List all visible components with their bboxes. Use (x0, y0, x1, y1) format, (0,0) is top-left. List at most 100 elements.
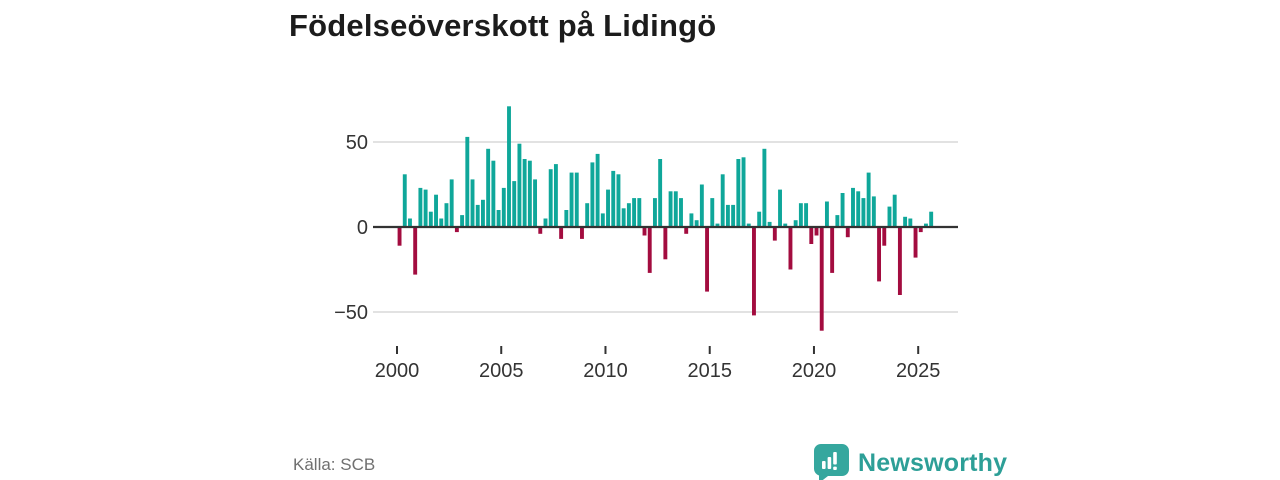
newsworthy-logo: Newsworthy (814, 444, 1007, 480)
bar-2006q1 (522, 159, 527, 227)
y-tick-label-50: 50 (346, 132, 368, 154)
bar-2018q3 (783, 223, 788, 227)
source-note: Källa: SCB (293, 455, 376, 474)
bar-2012q3 (658, 159, 663, 227)
bar-2021q1 (835, 215, 840, 227)
bar-2020q4 (830, 227, 835, 273)
bar-2008q1 (564, 210, 569, 227)
bar-2022q1 (856, 191, 861, 227)
bar-2015q3 (720, 174, 725, 227)
bar-2014q2 (694, 220, 699, 227)
bar-2021q2 (840, 193, 845, 227)
axis-labels: 2000 2005 2010 2015 2020 2025 50 0 −50 (334, 132, 940, 382)
bar-2014q4 (705, 227, 710, 292)
bar-2021q4 (851, 187, 855, 227)
bar-2006q4 (538, 227, 543, 234)
bar-2013q1 (668, 191, 673, 227)
bar-2016q4 (746, 223, 751, 227)
bar-2024q4 (913, 227, 918, 258)
bar-2000q4 (413, 227, 418, 275)
bar-2012q2 (652, 198, 657, 227)
x-tick-label-2025: 2025 (896, 360, 941, 382)
bar-2012q4 (663, 227, 668, 260)
bar-2007q4 (559, 227, 564, 239)
bar-2003q3 (470, 179, 475, 227)
bar-2020q1 (814, 227, 819, 236)
bar-2011q3 (637, 198, 642, 227)
bar-2002q3 (449, 179, 454, 227)
bar-2011q4 (642, 227, 647, 236)
bar-2010q2 (611, 170, 616, 227)
x-tick-label-2010: 2010 (583, 360, 628, 382)
bar-2019q4 (809, 227, 814, 244)
bar-2006q2 (527, 160, 532, 227)
bar-2009q3 (595, 153, 600, 227)
gridlines (373, 141, 958, 313)
bar-2023q4 (892, 194, 897, 227)
bar-2014q3 (699, 184, 704, 227)
bar-2005q3 (512, 181, 517, 227)
bar-2005q2 (507, 106, 511, 227)
bar-2001q3 (428, 211, 433, 227)
bar-2003q4 (475, 204, 480, 227)
bar-2016q3 (741, 157, 746, 227)
bar-2008q3 (574, 172, 579, 227)
bar-2002q1 (439, 218, 444, 227)
bar-2016q1 (731, 204, 736, 227)
newsworthy-logo-icon (814, 444, 849, 480)
bar-2022q4 (871, 196, 876, 227)
newsworthy-logo-text: Newsworthy (858, 449, 1008, 477)
bar-2009q4 (600, 213, 605, 227)
bar-2015q1 (710, 198, 715, 227)
bar-2014q1 (689, 213, 694, 227)
bar-2010q4 (621, 208, 626, 227)
bar-2023q3 (887, 206, 892, 227)
bar-2011q2 (632, 198, 637, 227)
bar-2017q1 (752, 227, 756, 316)
bar-2005q4 (517, 143, 522, 227)
bars (397, 106, 934, 331)
bar-2009q1 (585, 203, 590, 227)
bar-2015q2 (715, 223, 720, 227)
chart-title: Födelseöverskott på Lidingö (289, 8, 717, 43)
bar-2017q2 (757, 211, 762, 227)
bar-2008q2 (569, 172, 574, 227)
bar-2017q4 (767, 221, 772, 227)
bar-2019q2 (798, 203, 803, 227)
bar-2015q4 (725, 204, 730, 227)
bar-2025q3 (929, 211, 934, 227)
bar-2001q2 (423, 189, 428, 227)
bar-2016q2 (736, 159, 741, 227)
bar-2002q2 (444, 203, 449, 227)
bar-2009q2 (590, 162, 595, 227)
bar-2007q3 (553, 164, 558, 227)
bar-2001q4 (434, 194, 438, 227)
bar-2024q3 (908, 218, 913, 227)
bar-2024q2 (903, 216, 908, 227)
bar-2013q4 (684, 227, 689, 234)
axes (373, 225, 958, 354)
bar-2001q1 (418, 187, 423, 227)
bar-2004q1 (480, 199, 485, 227)
bar-2007q1 (543, 218, 548, 227)
bar-2023q1 (877, 227, 882, 282)
bar-2012q1 (647, 227, 652, 273)
bar-2020q3 (824, 201, 829, 227)
bar-2013q3 (679, 198, 683, 227)
bar-2021q3 (845, 227, 850, 238)
bar-2010q3 (616, 174, 621, 227)
bar-2004q4 (496, 210, 501, 227)
bar-2007q2 (548, 169, 553, 227)
bar-2008q4 (580, 227, 584, 239)
bar-2000q2 (402, 174, 407, 227)
bar-2011q1 (626, 203, 631, 227)
bar-2000q1 (397, 227, 402, 246)
x-tick-label-2020: 2020 (792, 360, 837, 382)
bar-2005q1 (501, 187, 506, 227)
bar-2020q2 (819, 227, 824, 331)
bar-2000q3 (408, 218, 412, 227)
bar-2002q4 (454, 227, 459, 233)
bar-2025q1 (918, 227, 923, 233)
bar-2019q3 (804, 203, 809, 227)
